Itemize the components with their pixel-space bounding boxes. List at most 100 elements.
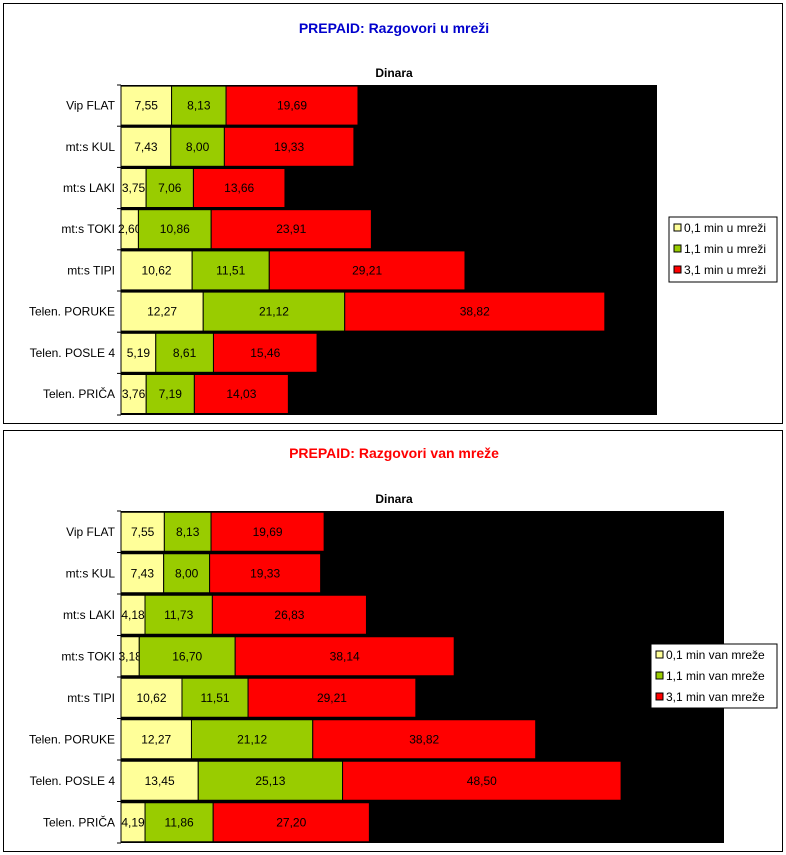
bar-segment — [225, 85, 359, 126]
data-label: 19,33 — [274, 140, 304, 154]
bar-segment — [170, 126, 225, 167]
bar-segment — [342, 760, 622, 801]
data-label: 4,18 — [121, 608, 145, 622]
data-label: 5,19 — [127, 346, 151, 360]
category-label: mt:s TOKI — [61, 222, 115, 236]
data-label: 48,50 — [467, 774, 497, 788]
data-label: 16,70 — [172, 649, 202, 663]
data-label: 8,61 — [173, 346, 197, 360]
chart-title: PREPAID: Razgovori u mreži — [299, 20, 489, 36]
data-label: 26,83 — [274, 608, 304, 622]
chart-panel-out-of-network: PREPAID: Razgovori van mreže Dinara Vip FL… — [3, 430, 783, 852]
data-label: 38,82 — [409, 732, 439, 746]
category-label: Telen. PORUKE — [29, 305, 115, 319]
data-label: 8,13 — [176, 525, 200, 539]
data-label: 13,45 — [145, 774, 175, 788]
category-label: mt:s TIPI — [67, 263, 115, 277]
bar-segment — [138, 636, 236, 677]
data-label: 10,86 — [160, 222, 190, 236]
data-label: 19,33 — [250, 566, 280, 580]
category-label: mt:s TIPI — [67, 691, 115, 705]
unit-label: Dinara — [375, 66, 413, 80]
data-label: 19,69 — [253, 525, 283, 539]
data-label: 27,20 — [276, 815, 306, 829]
bar-segment — [137, 209, 212, 250]
data-label: 11,51 — [200, 691, 229, 705]
bar-segment — [223, 126, 355, 167]
category-label: Telen. PRIČA — [43, 386, 115, 401]
data-label: 7,06 — [158, 181, 182, 195]
data-label: 13,66 — [224, 181, 254, 195]
category-label: Telen. PORUKE — [29, 732, 115, 746]
data-label: 19,69 — [277, 99, 307, 113]
bar-segment — [145, 168, 194, 208]
bar-segment — [312, 719, 537, 760]
legend-box — [668, 216, 778, 283]
data-label: 29,21 — [352, 263, 382, 277]
legend-label: 1,1 min u mreži — [684, 242, 766, 256]
bar-segment — [120, 719, 192, 760]
category-label: Telen. POSLE 4 — [30, 346, 116, 360]
bar-segment — [120, 168, 147, 208]
chart-title: PREPAID: Razgovori van mreže — [289, 445, 499, 461]
bar-segment — [163, 553, 211, 594]
unit-label: Dinara — [375, 492, 413, 506]
chart-out-of-network: PREPAID: Razgovori van mreže Dinara Vip FL… — [29, 445, 778, 844]
data-label: 11,51 — [216, 263, 245, 277]
bar-segment — [247, 677, 417, 718]
bar-segment — [197, 760, 344, 801]
data-label: 38,82 — [460, 305, 490, 319]
legend-swatch — [655, 650, 664, 659]
bar-segment — [268, 250, 466, 291]
data-label: 12,27 — [147, 305, 177, 319]
bar-segment — [120, 291, 204, 332]
bar-segment — [344, 291, 606, 332]
bar-segment — [181, 677, 249, 718]
bar-segment — [145, 374, 195, 414]
data-label: 10,62 — [142, 263, 172, 277]
bar-segment — [212, 332, 318, 373]
category-label: Vip FLAT — [66, 99, 116, 113]
data-label: 15,46 — [250, 346, 280, 360]
data-label: 3,75 — [122, 181, 146, 195]
data-label: 4,19 — [121, 815, 145, 829]
data-label: 7,43 — [134, 140, 158, 154]
bar-segment — [210, 209, 372, 250]
bar-segment — [120, 250, 193, 291]
bar-segment — [211, 594, 367, 635]
data-label: 29,21 — [317, 691, 347, 705]
data-label: 7,19 — [159, 387, 183, 401]
category-label: Telen. POSLE 4 — [30, 774, 116, 788]
legend-label: 0,1 min van mreže — [666, 648, 765, 662]
bar-segment — [192, 168, 286, 208]
bar-segment — [120, 677, 183, 718]
category-label: mt:s KUL — [66, 566, 116, 580]
data-label: 7,55 — [131, 525, 155, 539]
bar-segment — [120, 760, 199, 801]
data-label: 23,91 — [276, 222, 306, 236]
legend-box — [650, 643, 778, 709]
legend-swatch — [655, 692, 664, 701]
legend-swatch — [673, 265, 682, 274]
data-label: 8,00 — [186, 140, 210, 154]
data-label: 21,12 — [259, 305, 289, 319]
data-label: 11,73 — [164, 608, 193, 622]
legend-label: 1,1 min van mreže — [666, 669, 765, 683]
data-label: 25,13 — [255, 774, 285, 788]
bar-segment — [193, 374, 289, 414]
data-label: 3,18 — [118, 649, 142, 663]
bar-segment — [234, 636, 455, 677]
category-label: Vip FLAT — [66, 525, 116, 539]
bar-segment — [171, 85, 227, 126]
legend-swatch — [673, 223, 682, 232]
legend-label: 0,1 min u mreži — [684, 221, 766, 235]
bar-segment — [155, 332, 214, 373]
bar-segment — [120, 332, 157, 373]
data-label: 12,27 — [141, 732, 171, 746]
bar-segment — [120, 85, 173, 126]
bar-segment — [210, 511, 325, 552]
data-label: 8,00 — [175, 566, 199, 580]
legend-label: 3,1 min u mreži — [684, 263, 766, 277]
data-label: 14,03 — [226, 387, 256, 401]
bar-segment — [190, 719, 314, 760]
